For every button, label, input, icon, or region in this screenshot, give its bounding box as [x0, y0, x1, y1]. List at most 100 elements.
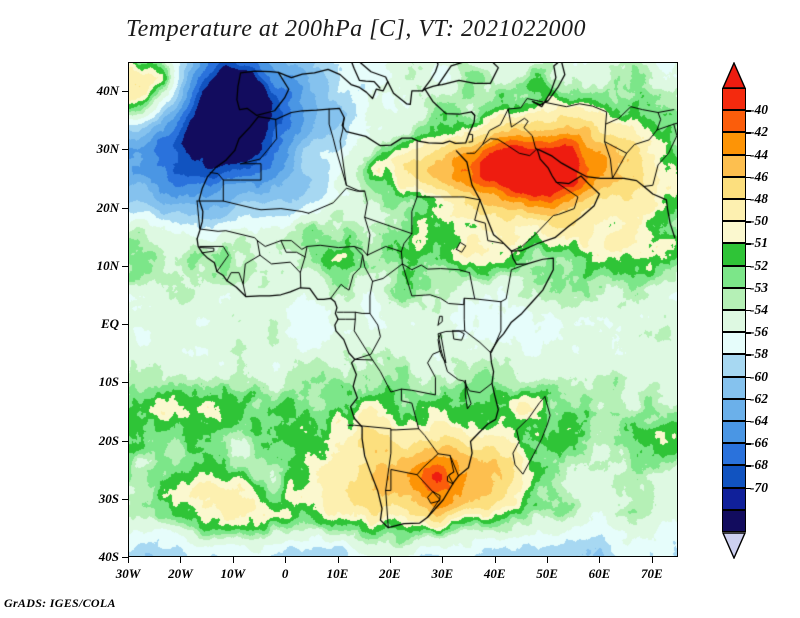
- colorbar-tick: [746, 398, 751, 401]
- colorbar-swatch: [722, 465, 746, 488]
- y-axis-tick-label: 20N: [96, 199, 119, 215]
- colorbar-arrow-up: [721, 61, 747, 89]
- colorbar-tick: [746, 487, 751, 489]
- y-axis-tick-label: 10N: [96, 257, 119, 273]
- colorbar-swatch: [722, 221, 746, 244]
- y-axis-tick: [122, 324, 128, 326]
- colorbar-tick-label: -48: [750, 191, 768, 206]
- colorbar-tick: [746, 176, 751, 179]
- colorbar-swatch: [722, 132, 746, 155]
- colorbar-swatch: [722, 154, 746, 177]
- colorbar: -40 -42 -44 -46 -48 -50 -51 -52 -53 -54 -56 -58 -60 -…: [721, 61, 800, 562]
- y-axis-tick: [122, 207, 128, 209]
- x-axis-tick: [337, 557, 339, 563]
- colorbar-tick: [746, 332, 751, 334]
- colorbar-tick-label: -66: [750, 435, 768, 451]
- colorbar-swatch: [722, 310, 746, 333]
- credit-label: GrADS: IGES/COLA: [4, 596, 116, 610]
- colorbar-tick-label: -62: [750, 390, 768, 406]
- colorbar-tick-label: -53: [750, 279, 768, 295]
- colorbar-swatch: [722, 398, 746, 421]
- x-axis-tick-label: 50E: [536, 566, 558, 581]
- colorbar-tick: [746, 243, 751, 245]
- colorbar-swatch: [722, 421, 746, 444]
- y-axis-tick: [122, 382, 128, 384]
- map-plot-area: 30W 20W 10W 0 10E 20E 30E 40E 50E 60E 70E 40N 30N 20…: [97, 62, 678, 581]
- colorbar-tick: [746, 221, 751, 223]
- colorbar-tick-label: -50: [750, 213, 768, 229]
- page-title: Temperature at 200hPa [C], VT: 202102200…: [125, 16, 587, 42]
- x-axis-tick-label: 10W: [220, 566, 246, 581]
- x-axis-tick: [285, 557, 287, 563]
- y-axis-tick-label: 10S: [98, 374, 119, 390]
- x-axis-tick-label: 30W: [115, 566, 141, 581]
- colorbar-tick-label: -56: [750, 324, 768, 340]
- colorbar-tick: [746, 443, 751, 445]
- colorbar-tick-label: -51: [750, 235, 768, 251]
- colorbar-tick: [746, 354, 751, 356]
- y-axis-tick: [122, 557, 128, 558]
- colorbar-tick-label: -64: [750, 413, 768, 428]
- x-axis-tick: [442, 557, 444, 563]
- colorbar-tick-label: -44: [750, 146, 768, 162]
- x-axis-tick-label: 20W: [168, 566, 193, 581]
- x-axis-tick: [494, 557, 496, 563]
- colorbar-tick: [746, 132, 751, 134]
- colorbar-tick: [746, 199, 751, 201]
- y-axis-tick-label: 30S: [98, 490, 119, 506]
- colorbar-tick-label: -42: [750, 124, 768, 140]
- x-axis-tick: [599, 557, 601, 563]
- x-axis-tick-label: 0: [281, 566, 289, 581]
- colorbar-swatch: [722, 199, 746, 222]
- colorbar-tick: [746, 310, 751, 312]
- y-axis-tick-label: 30N: [96, 141, 119, 157]
- colorbar-tick: [746, 287, 751, 290]
- x-axis-tick-label: 10E: [326, 566, 349, 581]
- y-axis-tick-label: EQ: [100, 316, 119, 332]
- y-axis-tick-label: 40N: [96, 83, 119, 99]
- y-axis-tick: [122, 265, 128, 267]
- colorbar-tick-label: -68: [750, 457, 768, 473]
- x-axis-tick: [232, 557, 234, 563]
- colorbar-tick-label: -46: [750, 168, 768, 184]
- x-axis-tick-label: 20E: [379, 566, 401, 581]
- x-axis-tick: [389, 557, 391, 563]
- x-axis-tick: [651, 557, 653, 563]
- colorbar-swatch: [722, 354, 746, 377]
- x-axis-tick-label: 60E: [588, 566, 611, 581]
- colorbar-swatch: [722, 376, 746, 399]
- y-axis-tick: [122, 91, 128, 93]
- x-axis-tick: [547, 557, 549, 563]
- colorbar-swatch: [722, 265, 746, 288]
- colorbar-tick-label: -54: [750, 302, 768, 317]
- colorbar-swatch: [722, 287, 746, 310]
- y-axis-tick: [122, 149, 128, 151]
- colorbar-tick: [746, 421, 751, 423]
- colorbar-tick-label: -60: [750, 368, 768, 384]
- colorbar-swatch: [722, 243, 746, 266]
- colorbar-swatch: [722, 487, 746, 510]
- temperature-heatmap-canvas: [129, 63, 677, 556]
- colorbar-tick-label: -70: [750, 479, 768, 495]
- x-axis-tick: [128, 557, 129, 563]
- y-axis-tick: [122, 498, 128, 500]
- colorbar-arrow-down: [721, 532, 747, 560]
- x-axis-tick-label: 30E: [431, 566, 454, 581]
- colorbar-tick: [746, 265, 751, 267]
- colorbar-swatch: [722, 509, 746, 532]
- colorbar-tick: [746, 110, 751, 112]
- y-axis-tick-label: 20S: [98, 432, 119, 448]
- colorbar-swatch: [722, 110, 746, 133]
- map-frame: [128, 62, 678, 557]
- y-axis-tick: [122, 440, 128, 442]
- x-axis-tick-label: 70E: [640, 566, 663, 581]
- colorbar-swatch: [722, 443, 746, 466]
- colorbar-swatch: [722, 332, 746, 355]
- colorbar-tick-label: -40: [750, 102, 768, 118]
- colorbar-swatch: [722, 88, 746, 111]
- y-axis-tick-label: 40S: [98, 549, 119, 564]
- colorbar-tick: [746, 465, 751, 467]
- colorbar-tick-label: -58: [750, 346, 768, 362]
- x-axis-tick-label: 40E: [483, 566, 506, 581]
- colorbar-tick-label: -52: [750, 257, 768, 273]
